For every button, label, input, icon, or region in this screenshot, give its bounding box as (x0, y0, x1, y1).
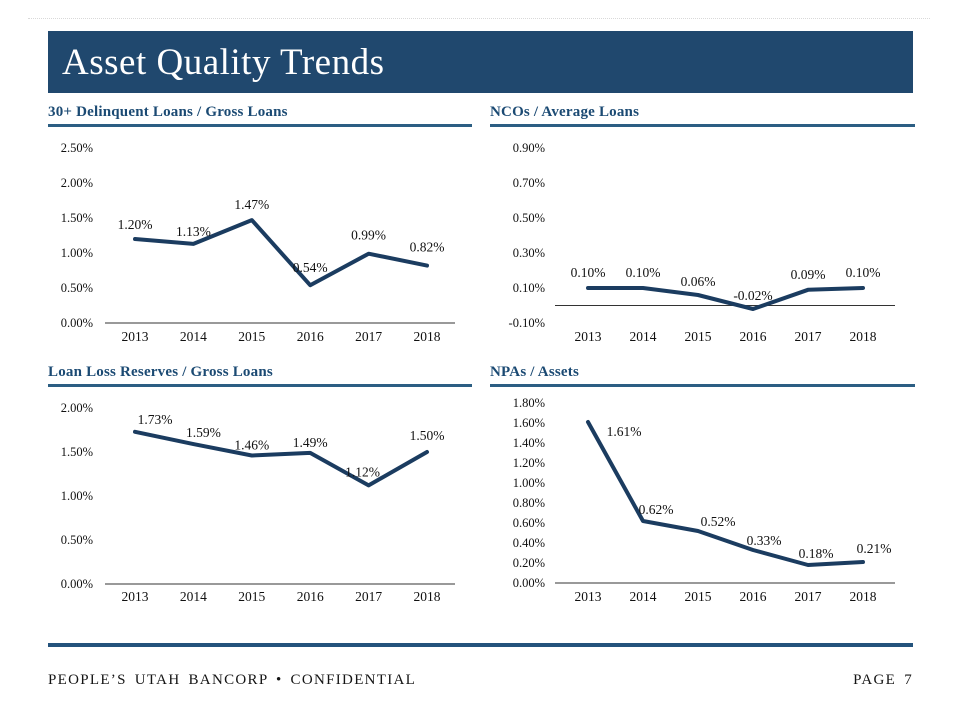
footer-company-confidential: PEOPLE’S UTAH BANCORP • CONFIDENTIAL (48, 672, 417, 688)
data-point-label: 0.06% (681, 274, 716, 289)
data-point-label: 0.18% (799, 546, 834, 561)
top-dotted-guide (28, 18, 930, 19)
chart-title-ncos: NCOs / Average Loans (490, 102, 915, 127)
delinquent-loans-chart: 2.50% 2.00% 1.50% 1.00% 0.50% 0.00% 2013 2014 20… (61, 141, 455, 344)
data-point-label: 1.13% (176, 224, 211, 239)
x-tick-label: 2018 (850, 589, 877, 604)
footer: PEOPLE’S UTAH BANCORP • CONFIDENTIAL PAG… (48, 672, 913, 689)
data-point-label: 0.09% (791, 267, 826, 282)
y-tick-label: 0.70% (513, 176, 545, 190)
data-point-label: 0.10% (846, 265, 881, 280)
chart-panel-npas: NPAs / Assets 1.80% 1.60% 1.40% 1.20% 1.00% 0… (490, 362, 915, 620)
data-point-label: 0.99% (351, 228, 386, 243)
x-tick-label: 2014 (630, 589, 657, 604)
series-line (586, 420, 865, 567)
x-tick-label: 2018 (414, 589, 441, 604)
data-point-label: 1.47% (234, 197, 269, 212)
data-point-label: 1.50% (410, 428, 445, 443)
data-point-label: 1.61% (607, 424, 642, 439)
data-point-label: 0.21% (857, 541, 892, 556)
npas-chart: 1.80% 1.60% 1.40% 1.20% 1.00% 0.80% 0.60% 0.40%… (513, 396, 895, 604)
data-point-label: 0.52% (701, 514, 736, 529)
y-tick-label: 0.00% (61, 316, 93, 330)
chart-panel-delinquent-loans: 30+ Delinquent Loans / Gross Loans 2.50%… (48, 102, 472, 360)
title-bar: Asset Quality Trends (48, 31, 913, 93)
y-tick-label: 1.80% (513, 396, 545, 410)
chart-title-delinquent-loans: 30+ Delinquent Loans / Gross Loans (48, 102, 472, 127)
data-point-label: 0.54% (293, 260, 328, 275)
y-tick-label: 0.50% (61, 533, 93, 547)
x-tick-label: 2015 (238, 329, 265, 344)
chart-title-npas: NPAs / Assets (490, 362, 915, 387)
y-tick-label: 1.00% (61, 246, 93, 260)
x-tick-label: 2015 (685, 589, 712, 604)
x-tick-label: 2013 (575, 329, 602, 344)
y-tick-label: 1.60% (513, 416, 545, 430)
data-point-label: 1.20% (118, 217, 153, 232)
data-point-label: 0.10% (571, 265, 606, 280)
chart-panel-loan-loss-reserves: Loan Loss Reserves / Gross Loans 2.00% 1.… (48, 362, 472, 620)
x-tick-label: 2013 (122, 589, 149, 604)
y-tick-label: 0.00% (61, 577, 93, 591)
x-tick-label: 2014 (180, 589, 207, 604)
x-tick-label: 2017 (795, 589, 822, 604)
x-tick-label: 2013 (122, 329, 149, 344)
y-tick-label: 0.50% (513, 211, 545, 225)
data-point-label: 1.59% (186, 425, 221, 440)
y-tick-label: 1.20% (513, 456, 545, 470)
series-line (133, 429, 429, 488)
x-tick-label: 2016 (297, 329, 324, 344)
y-tick-label: 0.10% (513, 281, 545, 295)
data-point-label: 0.82% (410, 240, 445, 255)
x-tick-label: 2013 (575, 589, 602, 604)
y-tick-label: 0.00% (513, 576, 545, 590)
y-tick-label: 1.40% (513, 436, 545, 450)
footer-divider (48, 643, 913, 647)
x-tick-label: 2014 (630, 329, 657, 344)
y-tick-label: 0.50% (61, 281, 93, 295)
chart-panel-ncos: NCOs / Average Loans 0.90% 0.70% 0.50% 0.30… (490, 102, 915, 360)
data-point-label: 1.46% (234, 438, 269, 453)
y-tick-label: 1.00% (61, 489, 93, 503)
series-line (586, 286, 865, 311)
y-tick-label: 1.50% (61, 445, 93, 459)
x-tick-label: 2018 (850, 329, 877, 344)
x-tick-label: 2016 (740, 589, 767, 604)
data-point-label: -0.02% (733, 288, 772, 303)
x-tick-label: 2017 (355, 589, 382, 604)
x-tick-label: 2015 (685, 329, 712, 344)
loan-loss-reserves-chart: 2.00% 1.50% 1.00% 0.50% 0.00% 2013 2014 2015 201… (61, 401, 455, 604)
ncos-chart: 0.90% 0.70% 0.50% 0.30% 0.10% -0.10% 2013 2014 2… (509, 141, 895, 344)
x-tick-label: 2015 (238, 589, 265, 604)
y-tick-label: 2.00% (61, 401, 93, 415)
y-tick-label: 1.50% (61, 211, 93, 225)
y-tick-label: -0.10% (509, 316, 545, 330)
data-point-label: 0.10% (626, 265, 661, 280)
y-tick-label: 0.80% (513, 496, 545, 510)
chart-title-loan-loss-reserves: Loan Loss Reserves / Gross Loans (48, 362, 472, 387)
y-tick-label: 0.60% (513, 516, 545, 530)
series-line (133, 218, 429, 288)
data-point-label: 1.73% (138, 412, 173, 427)
x-tick-label: 2017 (795, 329, 822, 344)
footer-page-number: PAGE 7 (853, 672, 913, 688)
y-tick-label: 0.20% (513, 556, 545, 570)
data-point-label: 1.12% (345, 464, 380, 479)
x-tick-label: 2018 (414, 329, 441, 344)
x-tick-label: 2014 (180, 329, 207, 344)
x-tick-label: 2016 (740, 329, 767, 344)
data-point-label: 0.62% (639, 502, 674, 517)
data-point-label: 1.49% (293, 435, 328, 450)
data-point-label: 0.33% (747, 533, 782, 548)
y-tick-label: 0.30% (513, 246, 545, 260)
y-tick-label: 0.90% (513, 141, 545, 155)
y-tick-label: 0.40% (513, 536, 545, 550)
y-tick-label: 2.50% (61, 141, 93, 155)
y-tick-label: 2.00% (61, 176, 93, 190)
x-tick-label: 2017 (355, 329, 382, 344)
page-title: Asset Quality Trends (62, 41, 385, 83)
x-tick-label: 2016 (297, 589, 324, 604)
y-tick-label: 1.00% (513, 476, 545, 490)
